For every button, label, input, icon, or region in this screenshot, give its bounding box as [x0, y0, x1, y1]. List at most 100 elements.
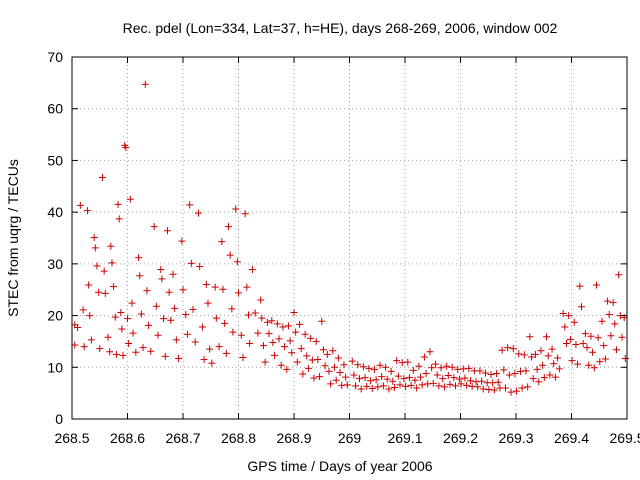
- data-point: [361, 374, 369, 382]
- data-point: [110, 283, 118, 291]
- data-point: [137, 310, 145, 318]
- y-tick-label: 40: [47, 204, 63, 220]
- data-point: [304, 364, 312, 372]
- data-point: [86, 312, 94, 320]
- data-point: [296, 320, 304, 328]
- data-point: [522, 367, 530, 375]
- x-tick-label: 268.6: [110, 430, 145, 446]
- data-point: [526, 333, 534, 341]
- data-point: [543, 333, 551, 341]
- data-point: [167, 316, 175, 324]
- y-tick-label: 70: [47, 49, 63, 65]
- data-point: [404, 358, 412, 366]
- data-point: [288, 349, 296, 357]
- data-point: [200, 356, 208, 364]
- data-point: [218, 238, 226, 246]
- data-point: [444, 372, 452, 380]
- data-point: [74, 323, 82, 331]
- data-point: [310, 374, 318, 382]
- data-point: [331, 363, 339, 371]
- data-point: [269, 338, 277, 346]
- data-point: [196, 262, 204, 270]
- data-point: [511, 369, 519, 377]
- data-point: [84, 207, 92, 215]
- data-point: [393, 357, 401, 365]
- data-point: [520, 351, 528, 359]
- data-point: [90, 233, 98, 241]
- data-point: [479, 385, 487, 393]
- data-point: [301, 330, 309, 338]
- data-point: [128, 299, 136, 307]
- data-points: [71, 80, 629, 396]
- data-point: [551, 373, 559, 381]
- data-point: [424, 380, 432, 388]
- data-point: [107, 242, 115, 250]
- data-point: [594, 334, 602, 342]
- data-point: [204, 299, 212, 307]
- data-point: [379, 382, 387, 390]
- data-point: [112, 350, 120, 358]
- data-point: [600, 342, 608, 350]
- data-point: [150, 223, 158, 231]
- data-point: [415, 362, 423, 370]
- y-tick-label: 10: [47, 359, 63, 375]
- data-point: [565, 312, 573, 320]
- data-point: [589, 348, 597, 356]
- data-point: [290, 308, 298, 316]
- data-point: [106, 348, 114, 356]
- data-point: [540, 374, 548, 382]
- data-point: [261, 358, 269, 366]
- data-point: [500, 366, 508, 374]
- data-point: [332, 376, 340, 384]
- x-tick-label: 269.2: [443, 430, 478, 446]
- x-tick-label: 268.5: [54, 430, 89, 446]
- data-point: [368, 384, 376, 392]
- data-point: [79, 306, 87, 314]
- data-point: [498, 346, 506, 354]
- data-point: [221, 319, 229, 327]
- y-tick-label: 0: [55, 411, 63, 427]
- data-point: [507, 388, 515, 396]
- data-point: [76, 201, 84, 209]
- data-point: [99, 173, 107, 181]
- data-point: [581, 330, 589, 338]
- data-point: [237, 331, 245, 339]
- data-point: [312, 337, 320, 345]
- data-point: [585, 361, 593, 369]
- data-point: [329, 347, 337, 355]
- data-point: [516, 367, 524, 375]
- data-point: [117, 308, 125, 316]
- data-point: [437, 364, 445, 372]
- x-tick-label: 268.9: [276, 430, 311, 446]
- data-point: [118, 325, 126, 333]
- data-point: [461, 374, 469, 382]
- data-point: [211, 283, 219, 291]
- data-point: [429, 379, 437, 387]
- data-point: [544, 352, 552, 360]
- y-tick-label: 30: [47, 256, 63, 272]
- data-point: [433, 371, 441, 379]
- data-point: [169, 270, 177, 278]
- data-point: [487, 371, 495, 379]
- data-point: [559, 310, 567, 318]
- data-point: [515, 350, 523, 358]
- data-point: [132, 348, 140, 356]
- data-point: [382, 363, 390, 371]
- data-point: [248, 266, 256, 274]
- data-point: [129, 329, 137, 337]
- data-point: [163, 227, 171, 235]
- data-point: [474, 383, 482, 391]
- data-point: [246, 339, 254, 347]
- data-point: [450, 374, 458, 382]
- data-point: [607, 332, 615, 340]
- data-point: [171, 304, 179, 312]
- data-point: [232, 205, 240, 213]
- data-point: [96, 345, 104, 353]
- data-point: [570, 318, 578, 326]
- data-point: [537, 347, 545, 355]
- data-point: [611, 320, 619, 328]
- data-point: [400, 375, 408, 383]
- data-point: [257, 296, 265, 304]
- data-point: [189, 305, 197, 313]
- data-point: [598, 317, 606, 325]
